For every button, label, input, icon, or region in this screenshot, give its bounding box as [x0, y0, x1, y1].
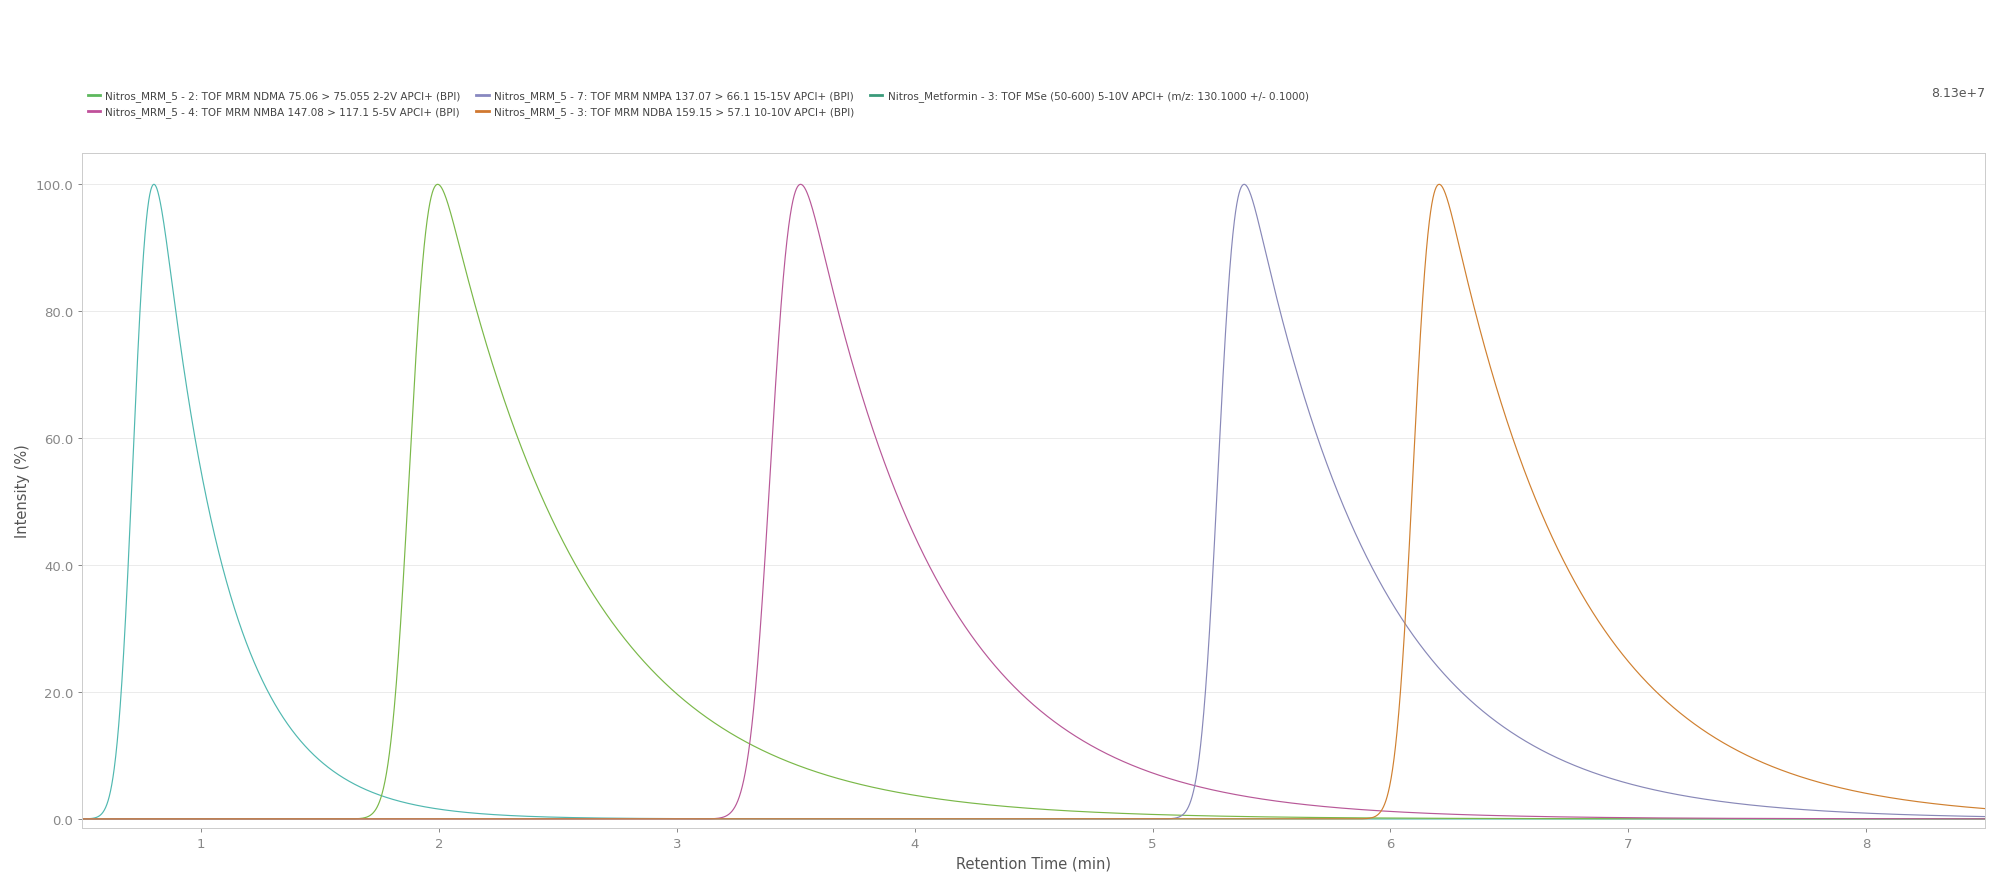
- Legend: Nitros_MRM_5 - 2: TOF MRM NDMA 75.06 > 75.055 2-2V APCI+ (BPI), Nitros_MRM_5 - 4: Nitros_MRM_5 - 2: TOF MRM NDMA 75.06 > 7…: [88, 91, 1308, 118]
- Text: 8.13e+7: 8.13e+7: [1930, 87, 1984, 99]
- Y-axis label: Intensity (%): Intensity (%): [14, 444, 30, 538]
- X-axis label: Retention Time (min): Retention Time (min): [956, 856, 1112, 871]
